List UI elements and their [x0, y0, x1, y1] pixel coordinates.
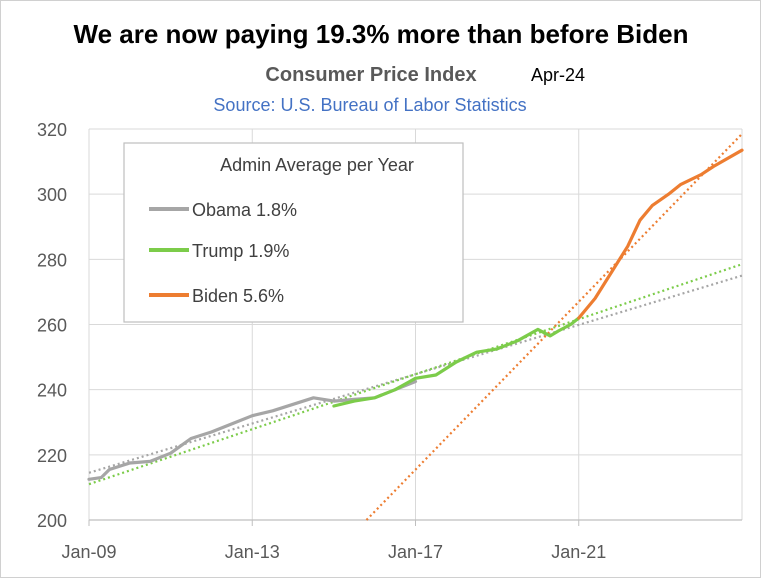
- legend-box: [123, 142, 464, 323]
- trendlines: [88, 133, 743, 521]
- y-tick-label-200: 200: [37, 511, 67, 531]
- legend-entry-biden: Biden 5.6%: [192, 286, 284, 306]
- series-lines: [87, 148, 744, 481]
- source-label: Source: U.S. Bureau of Labor Statistics: [213, 95, 526, 115]
- x-tick-label-Jan-21: Jan-21: [551, 542, 606, 562]
- y-tick-label-260: 260: [37, 316, 67, 336]
- series-line-biden: [577, 148, 744, 320]
- series-line-trump: [332, 316, 581, 408]
- headline: We are now paying 19.3% more than before…: [74, 19, 689, 49]
- y-tick-label-240: 240: [37, 381, 67, 401]
- date-label: Apr-24: [531, 65, 585, 85]
- x-tick-label-Jan-09: Jan-09: [61, 542, 116, 562]
- x-tick-label-Jan-13: Jan-13: [225, 542, 280, 562]
- trendline-obama: [88, 274, 743, 474]
- legend-entry-obama: Obama 1.8%: [192, 200, 297, 220]
- y-tick-label-280: 280: [37, 250, 67, 270]
- y-tick-label-320: 320: [37, 120, 67, 140]
- legend-title: Admin Average per Year: [220, 155, 414, 175]
- y-tick-label-220: 220: [37, 446, 67, 466]
- legend-entry-trump: Trump 1.9%: [192, 241, 289, 261]
- legend: Admin Average per Year Obama 1.8% Trump …: [123, 142, 464, 323]
- x-axis-ticks: Jan-09 Jan-13 Jan-17 Jan-21: [61, 519, 742, 562]
- y-tick-label-300: 300: [37, 185, 67, 205]
- chart-title: Consumer Price Index: [265, 64, 476, 86]
- y-axis-ticks: 200 220 240 260 280 300 320: [37, 120, 67, 531]
- x-tick-label-Jan-17: Jan-17: [388, 542, 443, 562]
